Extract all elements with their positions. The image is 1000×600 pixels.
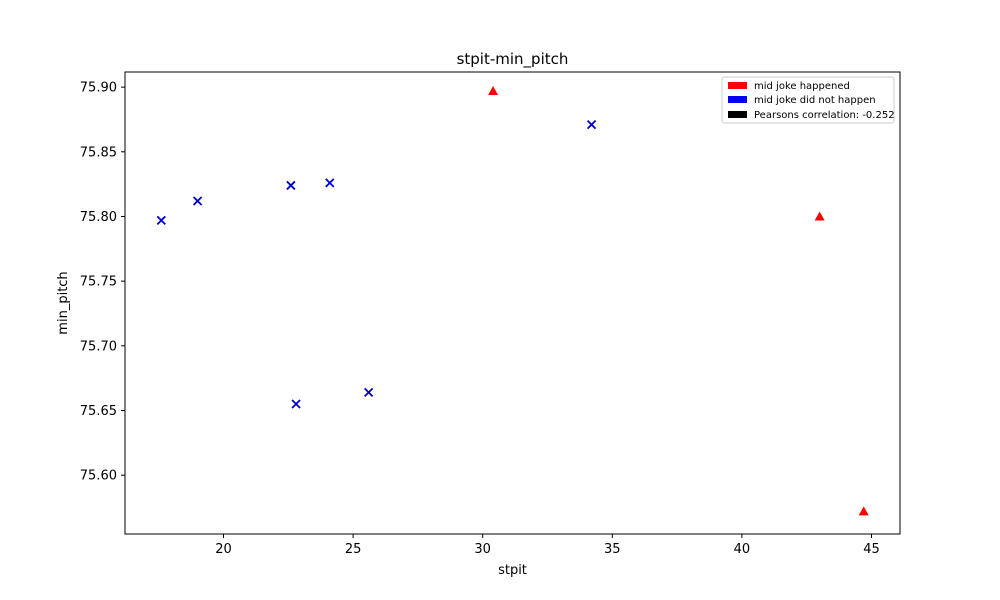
x-tick-label: 35 <box>604 542 621 557</box>
y-tick-label: 75.70 <box>80 339 117 354</box>
data-point-x <box>586 120 597 130</box>
y-axis-label: min_pitch <box>56 271 71 334</box>
data-point-x <box>364 387 374 398</box>
data-point-triangle <box>814 211 825 221</box>
legend: mid joke happened mid joke did not happe… <box>721 76 895 124</box>
y-tick-label: 75.85 <box>80 145 117 160</box>
legend-box <box>721 76 895 124</box>
y-tick-label: 75.60 <box>80 469 117 484</box>
x-axis-label: stpit <box>498 563 527 578</box>
legend-swatch-not-happened <box>728 96 747 103</box>
data-points <box>156 86 869 516</box>
data-point-x <box>291 399 301 409</box>
legend-label-correlation: Pearsons correlation: -0.252 <box>754 110 895 121</box>
data-point-triangle <box>488 86 499 96</box>
data-point-x <box>156 215 166 225</box>
y-tick-label: 75.65 <box>80 404 117 419</box>
x-tick-label: 30 <box>474 542 491 557</box>
x-tick-label: 45 <box>863 542 880 557</box>
y-tick-label: 75.80 <box>80 210 117 225</box>
chart-title: stpit-min_pitch <box>457 50 569 69</box>
legend-swatch-happened <box>728 82 747 89</box>
tick-group: 20 25 30 35 40 45 75.60 75.65 75.70 75.75 75.80 75.… <box>80 81 880 557</box>
x-tick-label: 20 <box>215 542 232 557</box>
data-point-x <box>192 196 203 206</box>
y-tick-label: 75.90 <box>80 81 117 96</box>
plot-frame <box>124 71 901 535</box>
legend-label-not-happened: mid joke did not happen <box>754 95 876 106</box>
data-point-x <box>325 178 335 188</box>
legend-label-happened: mid joke happened <box>754 81 850 92</box>
legend-swatch-correlation <box>728 111 747 118</box>
data-point-triangle <box>858 506 869 516</box>
data-point-x <box>286 180 296 191</box>
y-tick-label: 75.75 <box>80 275 117 290</box>
x-tick-label: 25 <box>345 542 362 557</box>
x-tick-label: 40 <box>734 542 751 557</box>
